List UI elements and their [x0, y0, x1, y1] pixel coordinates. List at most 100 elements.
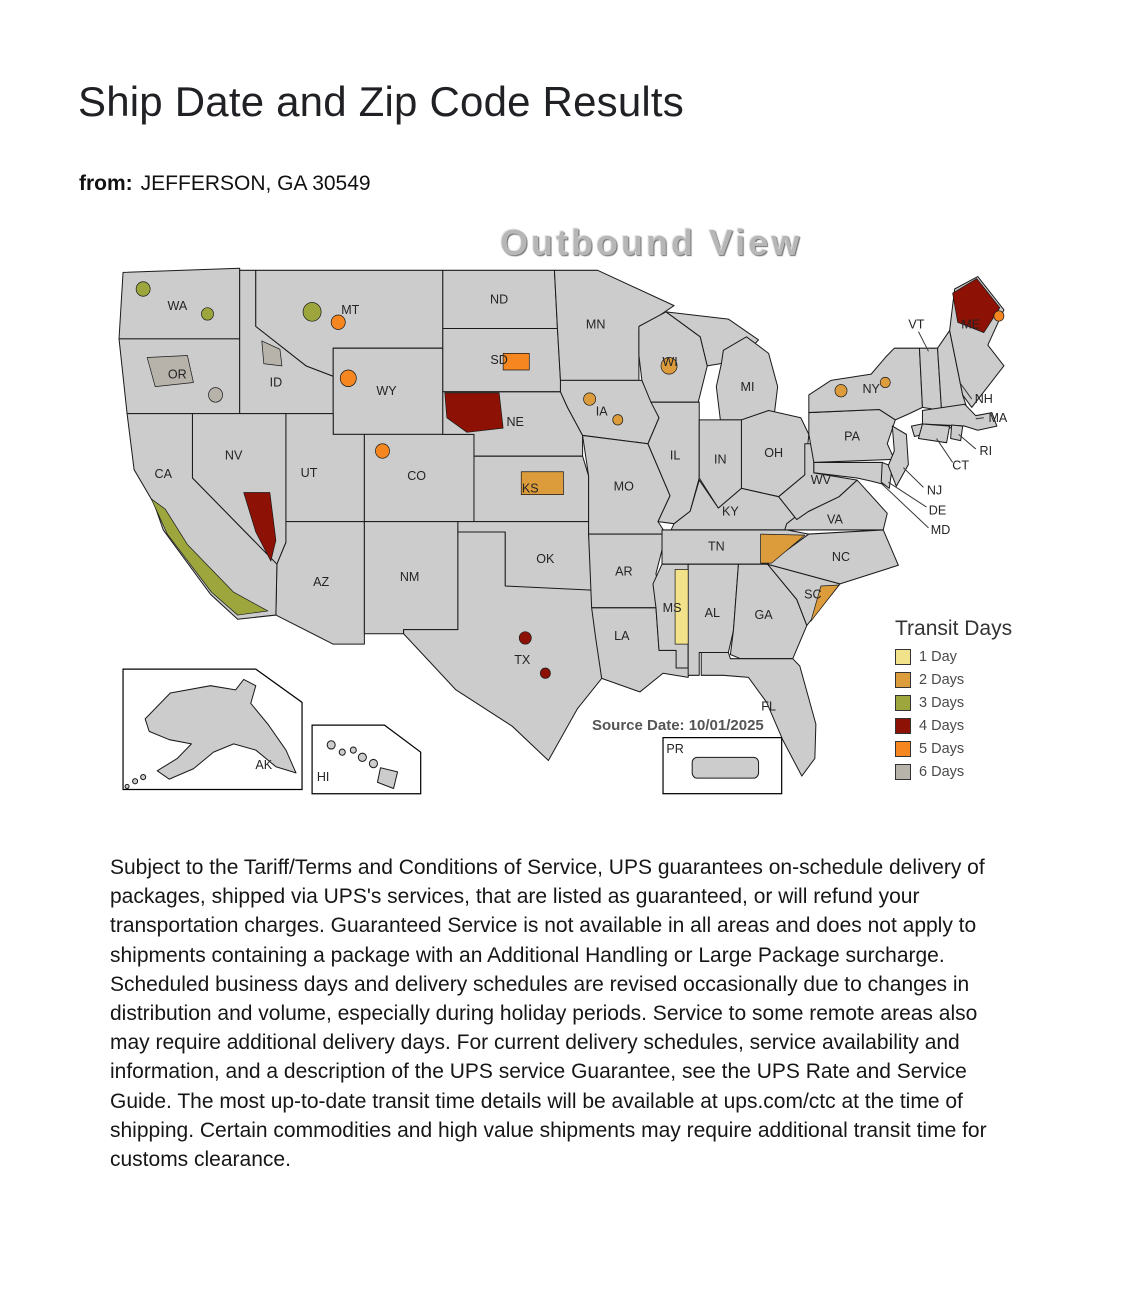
state-label: HI — [317, 769, 330, 784]
state-label: ND — [490, 291, 508, 306]
legend-item: 4 Days — [895, 718, 1025, 734]
state-label: ID — [270, 374, 283, 389]
state-label: KS — [522, 480, 539, 495]
state-label: NJ — [927, 482, 942, 497]
legend-swatch — [895, 649, 911, 665]
legend-item: 5 Days — [895, 741, 1025, 757]
state-label: MD — [931, 522, 951, 537]
region-patch — [208, 387, 223, 403]
state-label: CT — [952, 458, 969, 473]
state-nh — [937, 330, 969, 412]
legend-label: 2 Days — [919, 672, 965, 688]
region-patch — [146, 355, 194, 387]
state-label: WI — [662, 354, 677, 369]
state-ak — [144, 678, 297, 780]
legend-label: 3 Days — [919, 695, 965, 711]
state-label: AZ — [313, 574, 329, 589]
legend-label: 6 Days — [919, 764, 965, 780]
state-label: MN — [586, 316, 606, 331]
region-patch — [993, 310, 1005, 322]
region-patch — [375, 443, 390, 459]
region-patch — [810, 584, 840, 622]
state-pr — [691, 756, 760, 779]
map-view-title: Outbound View — [500, 222, 803, 263]
state-label: PR — [666, 741, 683, 756]
state-ak — [140, 773, 147, 781]
state-label: NV — [225, 447, 243, 462]
state-label: SC — [804, 586, 821, 601]
state-label: NY — [862, 381, 880, 396]
us-transit-map: WA OR CA NV ID MT WY UT AZ CO NM ND SD N… — [118, 267, 1008, 795]
state-hi — [376, 767, 399, 790]
state-hi — [368, 758, 378, 769]
legend-item: 6 Days — [895, 764, 1025, 780]
state-tx — [403, 531, 603, 761]
state-ri — [950, 424, 964, 442]
legend-label: 1 Day — [919, 649, 957, 665]
state-ny — [808, 347, 923, 421]
state-ak — [124, 783, 130, 790]
state-label: TX — [514, 652, 531, 667]
state-label: TN — [708, 539, 725, 554]
state-label: KY — [722, 503, 739, 518]
region-patch — [539, 667, 551, 679]
legend-item: 2 Days — [895, 672, 1025, 688]
state-label: WA — [167, 298, 187, 313]
page-title: Ship Date and Zip Code Results — [78, 78, 684, 125]
state-label: MI — [741, 379, 755, 394]
state-hi — [338, 748, 346, 756]
state-label: IN — [714, 451, 727, 466]
region-patch — [660, 357, 678, 375]
region-patch — [302, 302, 322, 322]
puertorico-inset-frame — [662, 736, 783, 795]
state-label: IA — [596, 404, 608, 419]
region-patch — [520, 471, 564, 495]
state-label: NH — [975, 391, 993, 406]
region-patch — [834, 384, 848, 398]
region-patch — [674, 569, 689, 645]
state-label: VA — [827, 512, 843, 527]
region-patch — [135, 281, 151, 297]
state-fl — [700, 651, 817, 777]
map-legend: Transit Days 1 Day 2 Days 3 Days 4 Days … — [895, 617, 1025, 787]
state-ak — [132, 778, 139, 785]
state-label: ME — [961, 316, 980, 331]
legend-swatch — [895, 741, 911, 757]
state-hi — [326, 740, 336, 750]
state-ca — [126, 413, 278, 620]
state-label: MA — [988, 410, 1007, 425]
from-line: from: JEFFERSON, GA 30549 — [79, 172, 1130, 196]
from-label: from: — [79, 172, 133, 195]
legend-swatch — [895, 695, 911, 711]
region-patch — [330, 314, 346, 330]
state-label: MS — [663, 600, 682, 615]
legend-item: 1 Day — [895, 649, 1025, 665]
state-label: WV — [811, 472, 832, 487]
state-label: GA — [755, 607, 774, 622]
region-patch — [502, 353, 530, 371]
state-hi — [357, 752, 367, 763]
hawaii-inset-frame — [311, 724, 422, 795]
source-date: Source Date: 10/01/2025 — [592, 717, 764, 734]
region-patch — [879, 376, 891, 389]
region-patch — [760, 533, 806, 564]
legend-swatch — [895, 764, 911, 780]
guarantee-disclaimer: Subject to the Tariff/Terms and Conditio… — [110, 856, 987, 1171]
state-label: PA — [844, 428, 860, 443]
zip-region-patches — [135, 278, 1005, 679]
state-label: VT — [908, 316, 924, 331]
region-patch — [952, 278, 1001, 333]
state-label: OH — [764, 445, 783, 460]
region-patch — [339, 369, 357, 387]
alaska-inset-frame — [122, 668, 303, 791]
state-labels: WA OR CA NV ID MT WY UT AZ CO NM ND SD N… — [155, 291, 1008, 784]
region-patch — [261, 340, 283, 367]
state-label: RI — [980, 443, 993, 458]
region-patch — [583, 392, 597, 406]
region-patch — [150, 498, 269, 616]
state-label: UT — [301, 465, 318, 480]
region-patch — [201, 307, 214, 321]
state-label: OR — [168, 366, 187, 381]
legend-swatch — [895, 718, 911, 734]
region-patch — [518, 631, 532, 645]
